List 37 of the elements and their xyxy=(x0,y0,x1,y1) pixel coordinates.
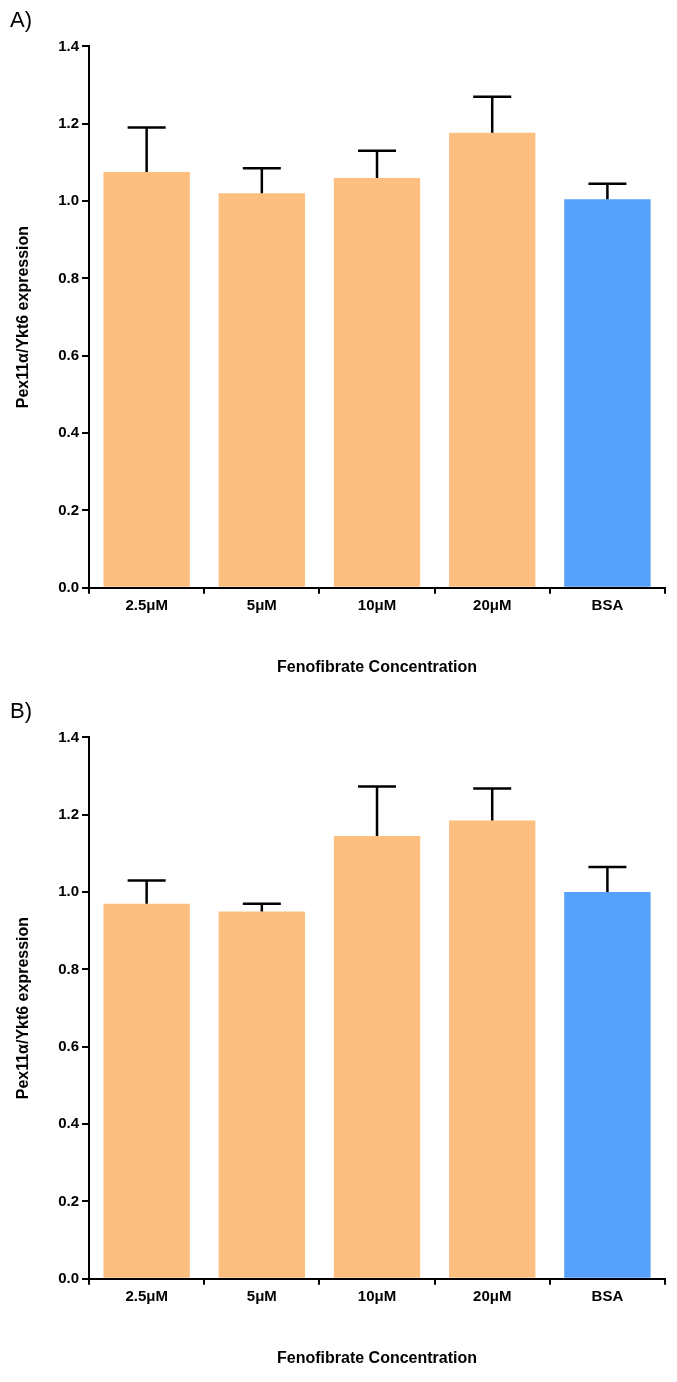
y-tick-label: 1.4 xyxy=(58,36,80,54)
y-tick-label: 0.6 xyxy=(58,1036,80,1054)
x-tick-label: 20μM xyxy=(473,1286,512,1304)
x-tick-label: 5μM xyxy=(246,595,277,613)
y-tick-label: 0.4 xyxy=(58,423,80,441)
x-tick-label: 5μM xyxy=(246,1286,277,1304)
y-tick-label: 1.0 xyxy=(58,191,80,209)
x-tick-label: BSA xyxy=(591,595,624,613)
chart-title: A) xyxy=(10,7,32,33)
bar xyxy=(564,892,651,1278)
bar xyxy=(218,911,306,1278)
x-tick-label: 20μM xyxy=(473,595,512,613)
x-tick-label: 2.5μM xyxy=(125,1286,168,1304)
y-tick-label: 0.8 xyxy=(58,268,80,286)
y-tick-label: 1.2 xyxy=(58,804,80,822)
y-tick-label: 0.6 xyxy=(58,345,80,363)
y-tick-label: 0.0 xyxy=(58,577,80,595)
y-tick-label: 0.4 xyxy=(58,1114,80,1132)
x-tick-label: BSA xyxy=(591,1286,624,1304)
bar xyxy=(333,836,421,1278)
y-tick-label: 0.0 xyxy=(58,1268,80,1286)
y-tick-label: 0.2 xyxy=(58,1191,80,1209)
y-tick-label: 1.0 xyxy=(58,882,80,900)
y-tick-label: 0.8 xyxy=(58,959,80,977)
chart-title: B) xyxy=(10,698,32,724)
x-tick-label: 10μM xyxy=(357,1286,397,1304)
y-tick-label: 1.2 xyxy=(58,113,80,131)
x-tick-label: 10μM xyxy=(357,595,397,613)
y-axis-title: Pex11α/Ykt6 expression xyxy=(14,916,32,1100)
x-axis-title: Fenofibrate Concentration xyxy=(277,1348,478,1366)
y-tick-label: 0.2 xyxy=(58,500,80,518)
x-tick-label: 2.5μM xyxy=(125,595,168,613)
bar xyxy=(103,903,190,1278)
x-axis-title: Fenofibrate Concentration xyxy=(277,657,478,675)
bar xyxy=(449,820,536,1278)
y-axis-title: Pex11α/Ykt6 expression xyxy=(14,225,32,409)
y-tick-label: 1.4 xyxy=(58,727,80,745)
